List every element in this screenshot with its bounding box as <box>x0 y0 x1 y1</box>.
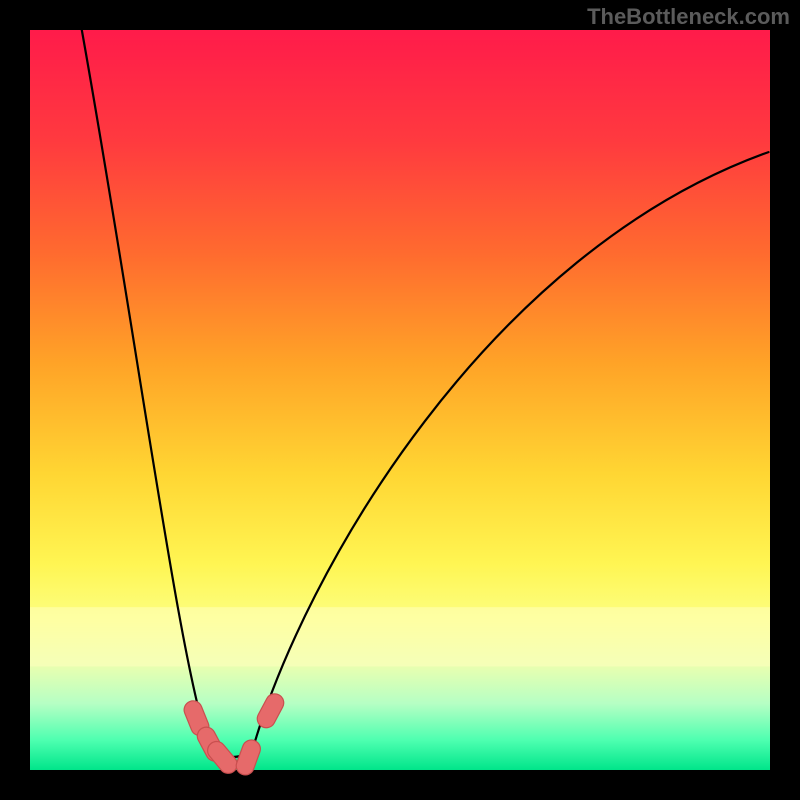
chart-svg <box>0 0 800 800</box>
chart-container: TheBottleneck.com <box>0 0 800 800</box>
attribution-label: TheBottleneck.com <box>587 4 790 30</box>
highlight-band <box>30 607 770 666</box>
